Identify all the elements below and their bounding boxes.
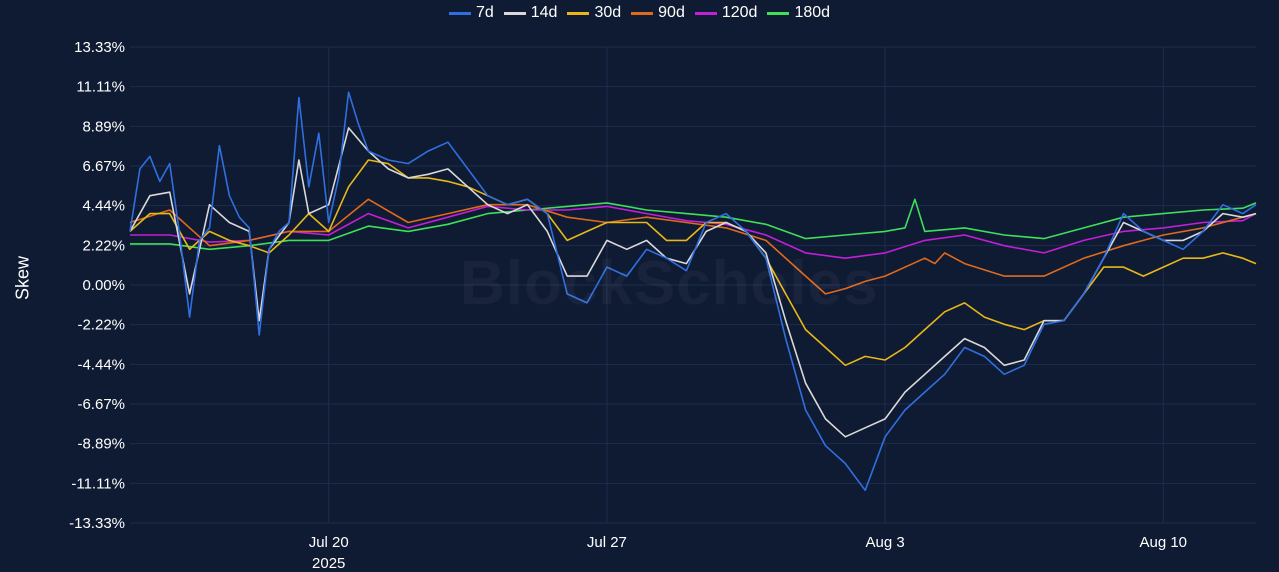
y-tick-label: -2.22% bbox=[77, 317, 125, 334]
y-tick-label: -6.67% bbox=[77, 396, 125, 413]
legend-label-30d: 30d bbox=[594, 4, 622, 21]
legend-label-120d: 120d bbox=[721, 4, 758, 21]
legend-label-7d: 7d bbox=[475, 4, 494, 21]
x-tick-sublabel: 2025 bbox=[312, 555, 345, 572]
series-line-90d bbox=[129, 198, 1257, 295]
legend-swatch-7d bbox=[448, 11, 471, 15]
y-tick-label: -13.33% bbox=[69, 515, 125, 532]
legend-swatch-14d bbox=[503, 11, 526, 15]
series-line-180d bbox=[130, 198, 1257, 251]
y-tick-label: -4.44% bbox=[77, 356, 125, 373]
x-tick-label: Aug 10 bbox=[1139, 534, 1187, 551]
y-tick-label: 0.00% bbox=[82, 277, 125, 294]
y-tick-label: 8.89% bbox=[82, 118, 125, 135]
x-tick-label: Aug 3 bbox=[865, 534, 904, 551]
legend-label-180d: 180d bbox=[794, 4, 831, 21]
legend-item-120d[interactable]: 120d bbox=[694, 4, 758, 22]
y-tick-label: 13.33% bbox=[74, 39, 125, 56]
y-tick-label: 11.11% bbox=[76, 79, 125, 96]
watermark-logo: BlockScholes bbox=[460, 248, 879, 319]
legend-swatch-90d bbox=[631, 11, 654, 15]
series-line-7d bbox=[129, 91, 1257, 492]
legend-swatch-30d bbox=[567, 11, 590, 15]
legend: 7d 14d 30d 90d 120d 180d bbox=[0, 4, 1279, 22]
y-tick-label: -8.89% bbox=[77, 436, 125, 453]
y-tick-label: 2.22% bbox=[82, 237, 125, 254]
x-tick-label: Jul 27 bbox=[587, 534, 627, 551]
legend-item-90d[interactable]: 90d bbox=[631, 4, 685, 22]
y-tick-label: 4.44% bbox=[82, 198, 125, 215]
legend-item-7d[interactable]: 7d bbox=[448, 4, 494, 22]
legend-label-14d: 14d bbox=[530, 4, 558, 21]
y-tick-label: 6.67% bbox=[82, 158, 125, 175]
x-tick-label: Jul 20 bbox=[309, 534, 349, 551]
legend-swatch-120d bbox=[694, 11, 717, 15]
legend-item-180d[interactable]: 180d bbox=[767, 4, 830, 22]
legend-label-90d: 90d bbox=[658, 4, 685, 21]
legend-item-14d[interactable]: 14d bbox=[503, 4, 558, 22]
y-tick-label: -11.11% bbox=[71, 475, 125, 492]
legend-item-30d[interactable]: 30d bbox=[567, 4, 621, 22]
legend-swatch-180d bbox=[767, 11, 790, 15]
y-axis-label: Skew bbox=[12, 255, 33, 300]
